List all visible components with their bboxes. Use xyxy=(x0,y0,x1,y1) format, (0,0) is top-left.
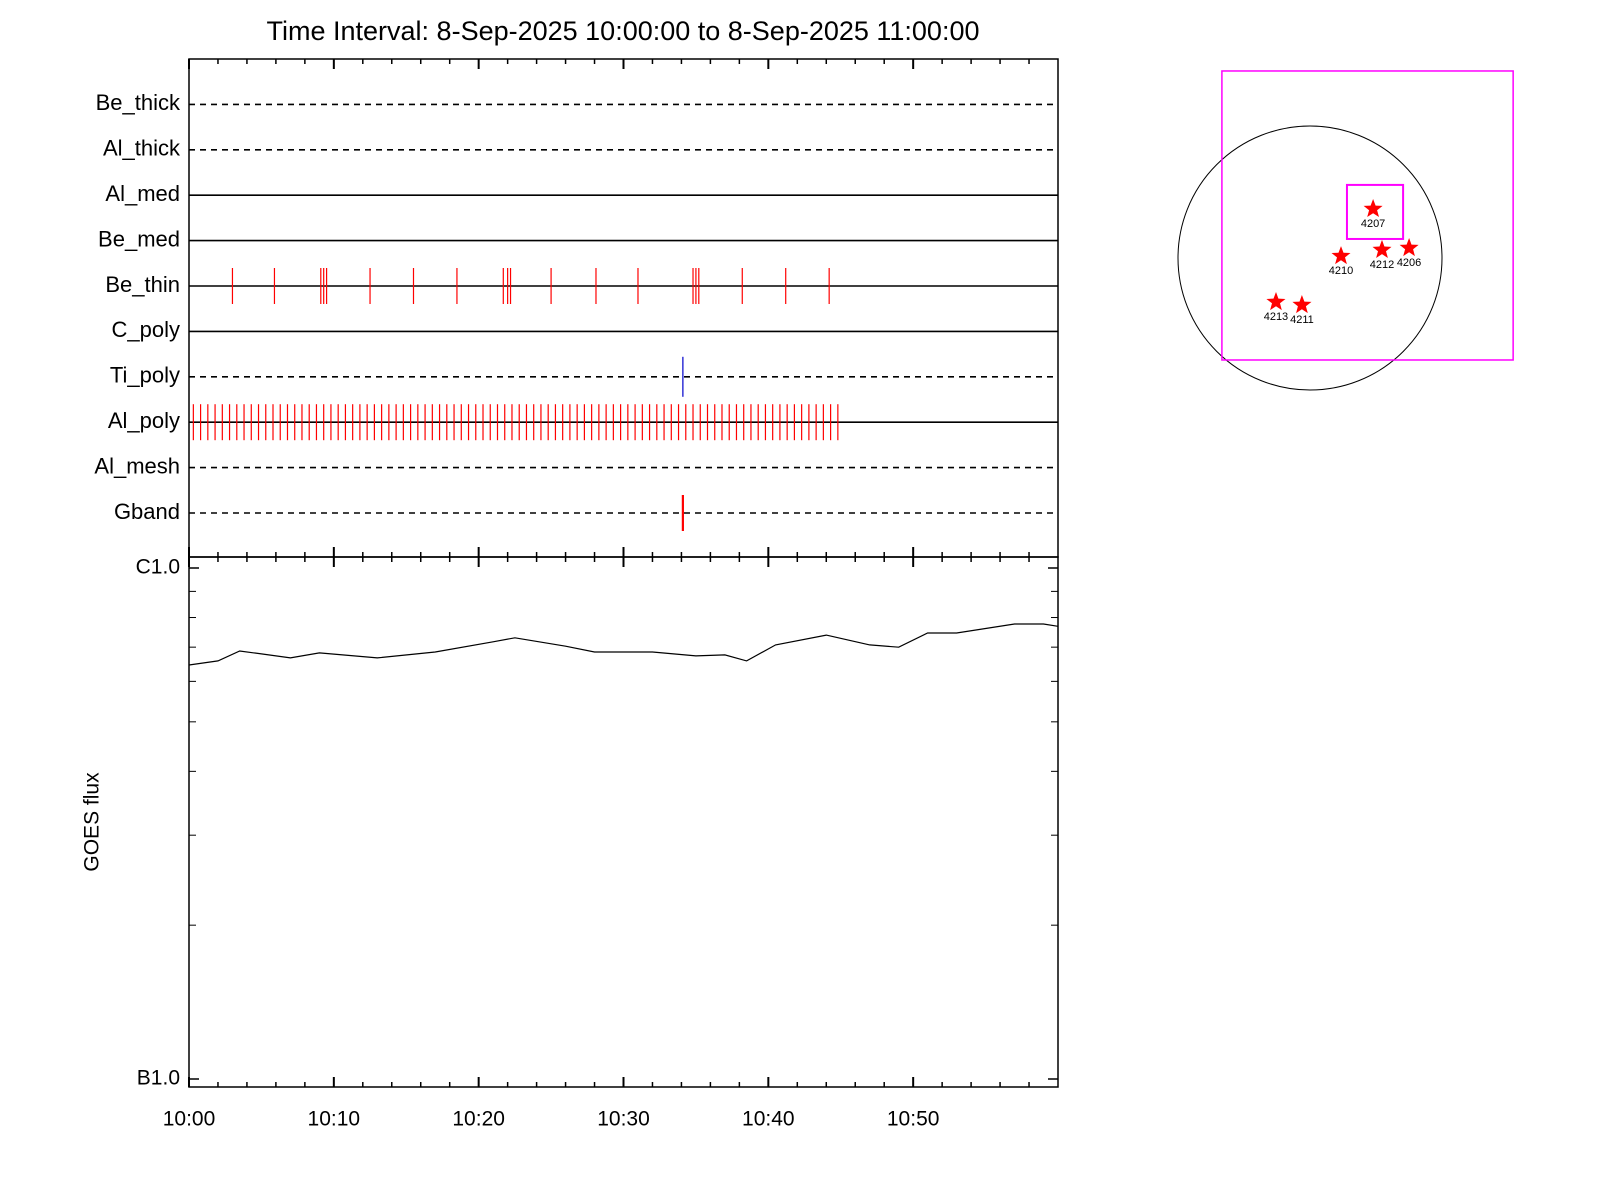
x-tick-label: 10:40 xyxy=(742,1108,795,1131)
region-star xyxy=(1331,246,1351,265)
row-label: C_poly xyxy=(112,317,180,342)
row-label: Be_med xyxy=(98,226,180,251)
y-tick-label: C1.0 xyxy=(136,556,180,579)
row-label: Al_mesh xyxy=(94,453,180,478)
x-tick-label: 10:00 xyxy=(163,1108,216,1131)
row-label: Ti_poly xyxy=(110,363,180,388)
x-tick-label: 10:30 xyxy=(597,1108,650,1131)
region-star xyxy=(1399,238,1419,257)
y-axis-label: GOES flux xyxy=(81,772,104,872)
region-star xyxy=(1292,295,1312,314)
region-label: 4211 xyxy=(1290,314,1314,326)
y-tick-label: B1.0 xyxy=(137,1067,180,1090)
row-label: Be_thin xyxy=(105,272,180,297)
flux-line xyxy=(188,623,1059,666)
region-star xyxy=(1372,239,1392,258)
row-label: Be_thick xyxy=(96,90,181,115)
chart-title: Time Interval: 8-Sep-2025 10:00:00 to 8-… xyxy=(267,16,980,46)
region-label: 4207 xyxy=(1361,218,1385,230)
x-tick-label: 10:50 xyxy=(887,1108,940,1131)
region-label: 4213 xyxy=(1264,311,1288,323)
row-label: Al_poly xyxy=(108,408,180,433)
x-tick-label: 10:20 xyxy=(452,1108,505,1131)
region-label: 4210 xyxy=(1329,265,1353,277)
field-of-view xyxy=(1345,183,1405,240)
row-label: Gband xyxy=(114,499,180,524)
x-tick-label: 10:10 xyxy=(308,1108,361,1131)
region-star xyxy=(1266,292,1286,311)
region-label: 4212 xyxy=(1370,259,1394,271)
field-of-view xyxy=(1221,70,1514,361)
region-star xyxy=(1363,199,1383,217)
region-label: 4206 xyxy=(1397,257,1421,269)
solar-disk xyxy=(1177,125,1443,391)
row-label: Al_med xyxy=(105,181,180,206)
row-label: Al_thick xyxy=(103,136,181,161)
